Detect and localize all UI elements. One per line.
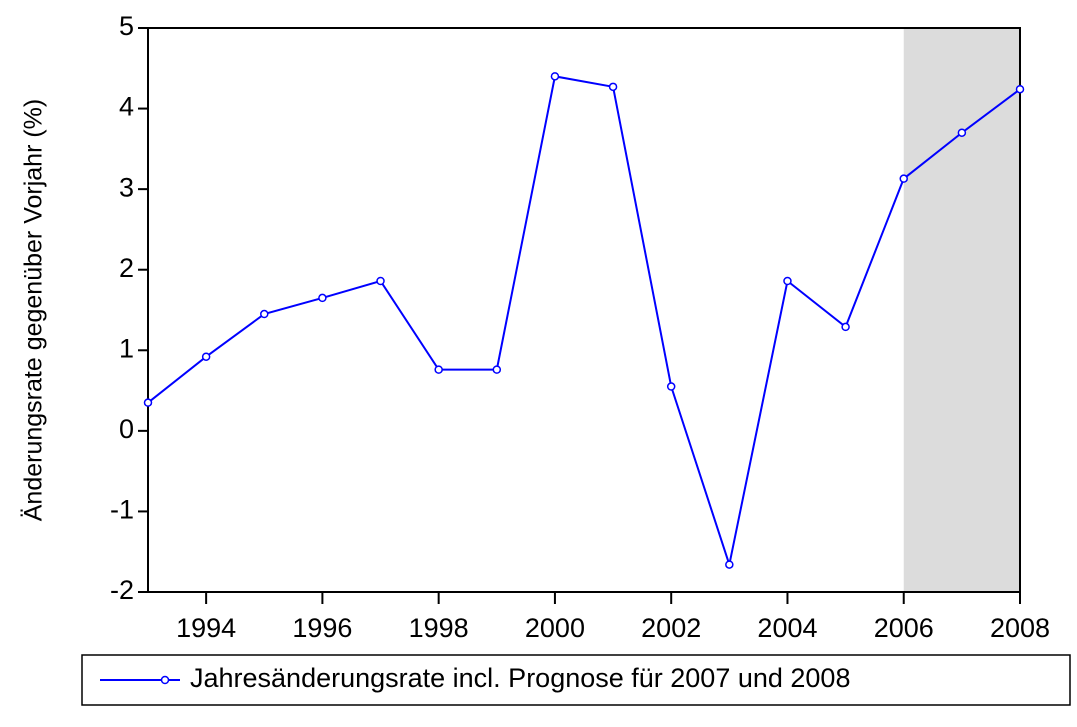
data-point <box>608 82 618 92</box>
data-point <box>725 560 734 569</box>
plot-frame <box>147 27 1021 593</box>
data-point <box>492 365 502 374</box>
legend-label: Jahresänderungsrate incl. Prognose für 2… <box>190 663 850 693</box>
legend-box <box>81 654 1071 706</box>
data-point <box>201 352 211 361</box>
y-tick-label: 1 <box>119 333 134 363</box>
x-tick-label: 1994 <box>176 613 236 643</box>
x-tick-label: 2006 <box>874 613 934 643</box>
x-tick-label: 2000 <box>525 613 585 643</box>
y-tick-label: 2 <box>119 253 134 283</box>
y-tick-label: 4 <box>119 92 134 122</box>
x-tick-label: 2008 <box>990 613 1050 643</box>
x-tick-label: 1998 <box>409 613 469 643</box>
data-point <box>376 276 385 286</box>
data-point <box>318 293 327 303</box>
data-point <box>899 174 908 183</box>
series-line <box>147 75 1021 569</box>
legend-marker <box>160 675 170 685</box>
data-point <box>143 398 153 407</box>
data-point <box>260 309 269 319</box>
y-tick-label: 5 <box>119 11 134 41</box>
x-tick-label: 2002 <box>641 613 701 643</box>
data-point <box>783 276 792 286</box>
y-tick-label: 0 <box>119 414 134 444</box>
x-tick-label: 1996 <box>292 613 352 643</box>
data-point <box>841 322 850 332</box>
y-tick-label: -1 <box>110 495 134 525</box>
data-point <box>666 382 676 391</box>
data-point <box>957 128 967 137</box>
data-point <box>550 72 560 81</box>
y-tick-label: -2 <box>110 575 134 605</box>
y-tick-label: 3 <box>119 172 134 202</box>
y-axis-label: Änderungsrate gegenüber Vorjahr (%) <box>20 99 48 522</box>
forecast-shade <box>903 28 1020 592</box>
data-point <box>1015 84 1025 94</box>
x-tick-label: 2004 <box>757 613 817 643</box>
data-point <box>434 365 443 374</box>
